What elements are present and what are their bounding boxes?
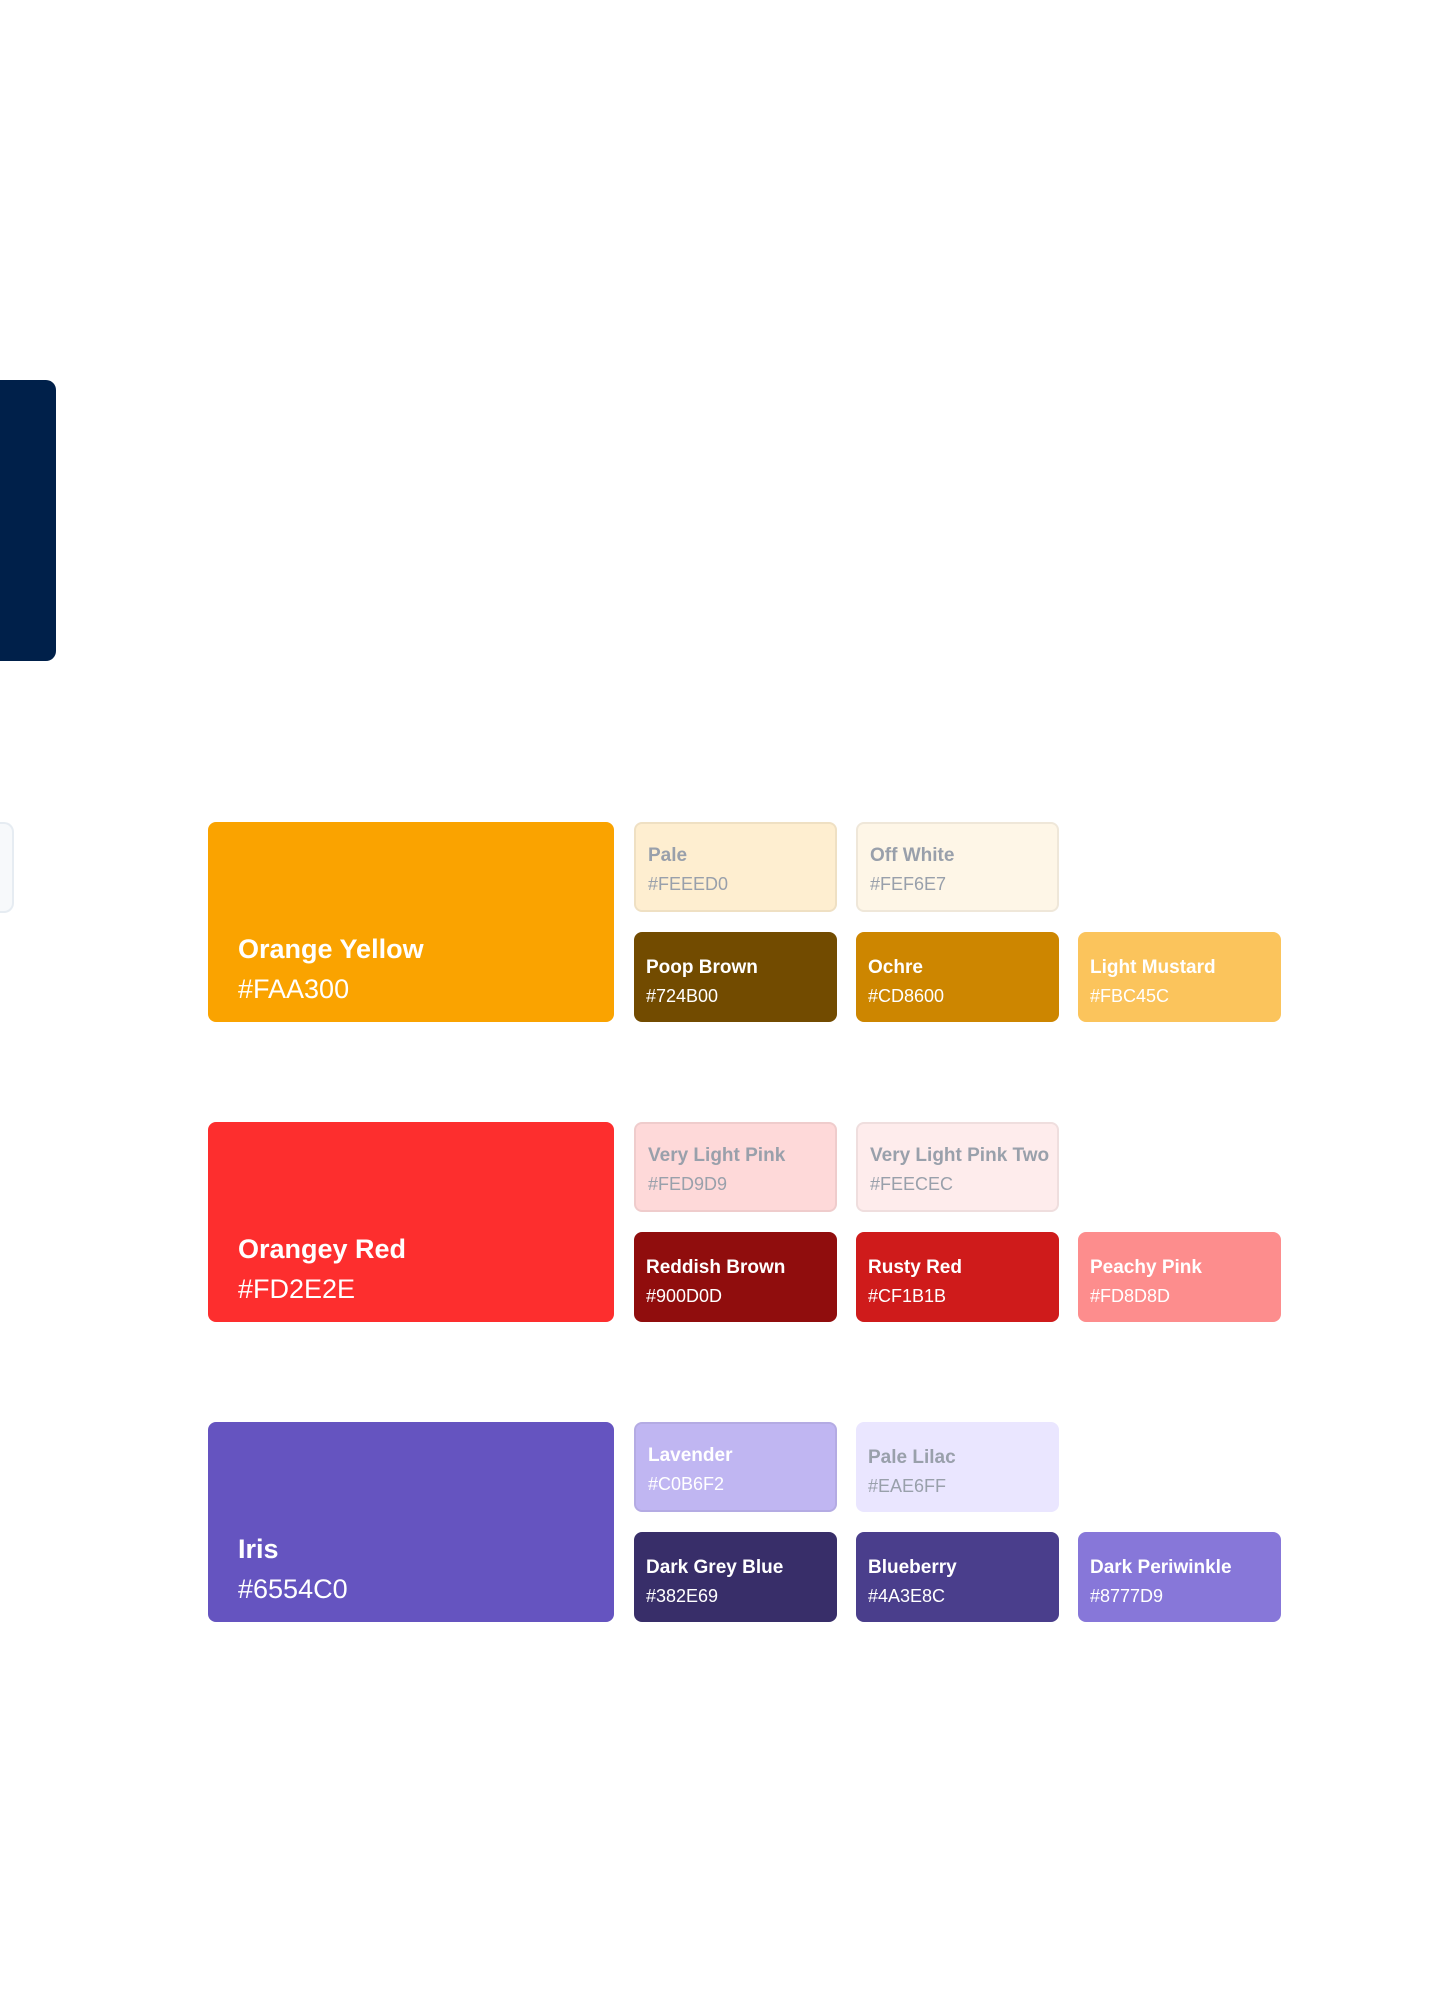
swatch-hex: #FED9D9 — [648, 1174, 728, 1194]
swatch-hex: #4A3E8C — [868, 1586, 946, 1606]
swatch-hex: #CD8600 — [868, 986, 945, 1006]
swatch-hex: #FEEED0 — [648, 874, 729, 894]
shade-swatch[interactable]: Dark Periwinkle #8777D9 — [1078, 1532, 1281, 1622]
tint-swatch[interactable]: Very Light Pink #FED9D9 — [634, 1122, 837, 1212]
shade-swatch[interactable]: Poop Brown #724B00 — [634, 932, 837, 1022]
swatch-hex: #382E69 — [646, 1586, 719, 1606]
swatch-name: Ochre — [868, 957, 923, 978]
palette-group-orange-yellow: Orange Yellow #FAA300 Pale #FEEED0 Off W… — [208, 822, 1284, 1022]
tint-swatch[interactable]: Off White #FEF6E7 — [856, 822, 1059, 912]
swatch-hex: #FD2E2E — [238, 1274, 356, 1304]
swatch-hex: #CF1B1B — [868, 1286, 947, 1306]
swatch-name: Pale — [648, 845, 688, 866]
swatch-name: Lavender — [648, 1445, 733, 1466]
swatch-name: Iris — [238, 1534, 279, 1564]
swatch-hex: #FAA300 — [238, 974, 350, 1004]
swatch-name: Peachy Pink — [1090, 1257, 1202, 1278]
swatch-hex: #6554C0 — [238, 1574, 348, 1604]
edge-light-panel — [0, 822, 14, 913]
shade-swatch[interactable]: Ochre #CD8600 — [856, 932, 1059, 1022]
shade-swatch[interactable]: Rusty Red #CF1B1B — [856, 1232, 1059, 1322]
swatch-name: Off White — [870, 845, 955, 866]
shade-swatch[interactable]: Blueberry #4A3E8C — [856, 1532, 1059, 1622]
swatch-name: Blueberry — [868, 1557, 957, 1578]
swatch-name: Poop Brown — [646, 957, 758, 978]
swatch-name: Very Light Pink — [648, 1145, 786, 1166]
tint-swatch[interactable]: Lavender #C0B6F2 — [634, 1422, 837, 1512]
tint-swatch[interactable]: Very Light Pink Two #FEECEC — [856, 1122, 1059, 1212]
palette-group-orangey-red: Orangey Red #FD2E2E Very Light Pink #FED… — [208, 1122, 1284, 1322]
tint-swatch[interactable]: Pale #FEEED0 — [634, 822, 837, 912]
swatch-name: Dark Periwinkle — [1090, 1557, 1232, 1578]
swatch-name: Pale Lilac — [868, 1447, 956, 1468]
swatch-hex: #C0B6F2 — [648, 1474, 725, 1494]
swatch-name: Reddish Brown — [646, 1257, 786, 1278]
swatch-name: Dark Grey Blue — [646, 1557, 784, 1578]
swatch-hex: #FD8D8D — [1090, 1286, 1171, 1306]
swatch-hex: #8777D9 — [1090, 1586, 1164, 1606]
swatch-hex: #FBC45C — [1090, 986, 1170, 1006]
main-swatch[interactable]: Orangey Red #FD2E2E — [208, 1122, 614, 1322]
main-swatch[interactable]: Iris #6554C0 — [208, 1422, 614, 1622]
swatch-hex: #EAE6FF — [868, 1476, 947, 1496]
swatch-hex: #724B00 — [646, 986, 719, 1006]
shade-swatch[interactable]: Light Mustard #FBC45C — [1078, 932, 1281, 1022]
shade-swatch[interactable]: Reddish Brown #900D0D — [634, 1232, 837, 1322]
edge-navy-panel — [0, 380, 56, 661]
shade-swatch[interactable]: Dark Grey Blue #382E69 — [634, 1532, 837, 1622]
swatch-name: Light Mustard — [1090, 957, 1216, 978]
shade-swatch[interactable]: Peachy Pink #FD8D8D — [1078, 1232, 1281, 1322]
swatch-name: Rusty Red — [868, 1257, 962, 1278]
main-swatch[interactable]: Orange Yellow #FAA300 — [208, 822, 614, 1022]
swatch-hex: #900D0D — [646, 1286, 723, 1306]
swatch-hex: #FEF6E7 — [870, 874, 947, 894]
palette-group-iris: Iris #6554C0 Lavender #C0B6F2 Pale Lilac… — [208, 1422, 1284, 1622]
swatch-name: Orange Yellow — [238, 934, 424, 964]
swatch-name: Very Light Pink Two — [870, 1145, 1050, 1166]
tint-swatch[interactable]: Pale Lilac #EAE6FF — [856, 1422, 1059, 1512]
swatch-hex: #FEECEC — [870, 1174, 954, 1194]
swatch-name: Orangey Red — [238, 1234, 407, 1264]
